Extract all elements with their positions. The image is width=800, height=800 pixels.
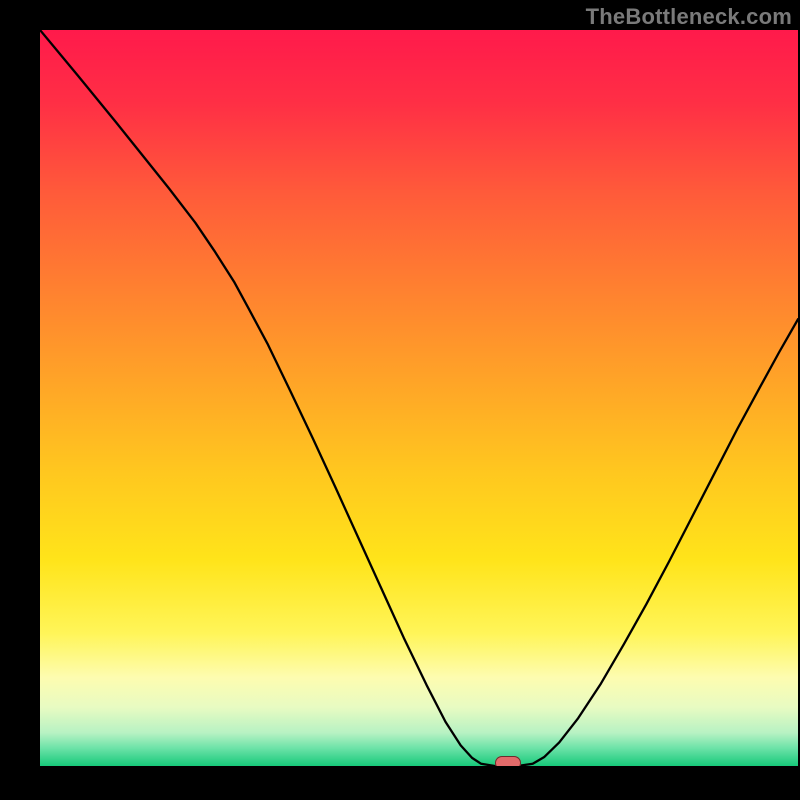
plot-frame bbox=[0, 0, 800, 800]
bottleneck-curve bbox=[40, 30, 798, 766]
watermark-text: TheBottleneck.com bbox=[586, 4, 792, 30]
chart-container: TheBottleneck.com bbox=[0, 0, 800, 800]
optimal-marker bbox=[495, 756, 521, 766]
plot-area bbox=[40, 30, 798, 766]
